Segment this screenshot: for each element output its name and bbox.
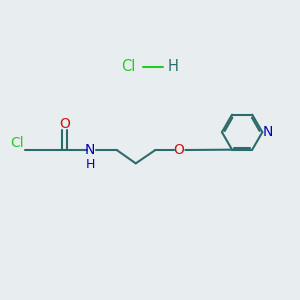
Text: O: O [173, 143, 184, 157]
Text: N: N [262, 125, 273, 139]
Text: H: H [85, 158, 94, 171]
Text: N: N [85, 143, 95, 157]
Text: Cl: Cl [10, 136, 24, 151]
Text: O: O [59, 117, 70, 131]
Text: Cl: Cl [122, 59, 136, 74]
Text: H: H [168, 59, 178, 74]
